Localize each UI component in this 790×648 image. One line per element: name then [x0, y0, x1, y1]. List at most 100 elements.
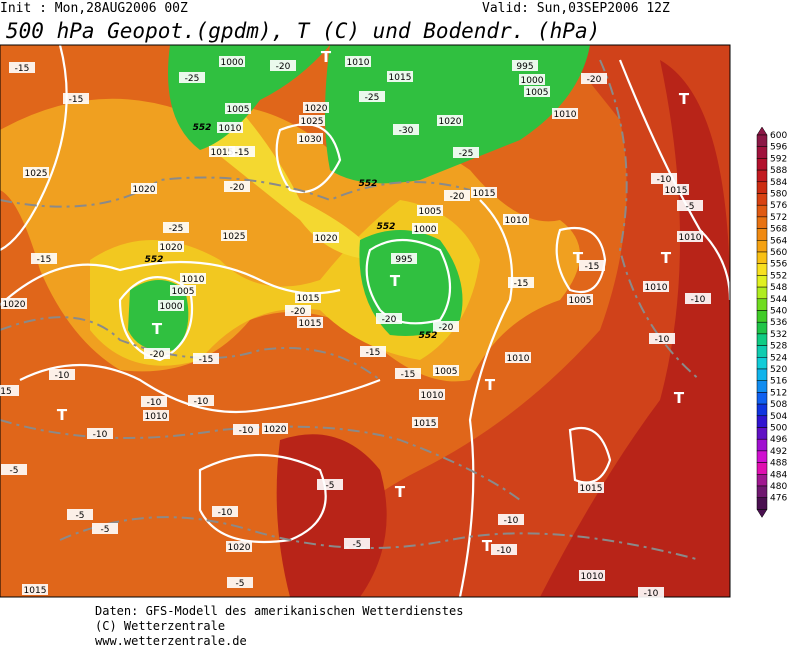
label-box: [581, 73, 607, 84]
label-box: [219, 56, 245, 67]
colorbar: 6005965925885845805765725685645605565525…: [756, 126, 787, 518]
label-box: [49, 369, 75, 380]
contour-label: 1010: [219, 124, 242, 134]
colorbar-swatch: [756, 298, 768, 311]
contour-label: -10: [655, 335, 670, 345]
colorbar-label: 496: [770, 435, 787, 445]
colorbar-swatch: [756, 158, 768, 171]
footer-line: www.wetterzentrale.de: [95, 634, 247, 648]
pressure-center: T: [573, 249, 584, 267]
contour-label: 1010: [421, 391, 444, 401]
label-box: [299, 115, 325, 126]
colorbar-swatch: [756, 204, 768, 218]
contour-label: -10: [504, 516, 519, 526]
colorbar-label: 476: [770, 494, 787, 504]
colorbar-label: 484: [770, 470, 787, 480]
label-box: [391, 253, 417, 264]
label-box: [67, 509, 93, 520]
label-box: [433, 365, 459, 376]
contour-label: -20: [291, 307, 306, 317]
label-box: [141, 396, 167, 407]
colorbar-label: 528: [770, 342, 787, 352]
label-box: [229, 146, 255, 157]
label-box: [519, 74, 545, 85]
label-box: [180, 273, 206, 284]
pressure-center: T: [57, 406, 68, 424]
label-box: [131, 183, 157, 194]
pressure-center: T: [321, 48, 332, 66]
label-box: [651, 173, 677, 184]
colorbar-label: 572: [770, 213, 787, 223]
contour-label: -20: [439, 323, 454, 333]
colorbar-label: 512: [770, 388, 787, 398]
pressure-center: T: [482, 537, 493, 555]
contour-label: 15: [0, 387, 11, 397]
label-box: [285, 305, 311, 316]
contour-label: -20: [230, 183, 245, 193]
contour-label: -10: [691, 295, 706, 305]
contour-label: 1020: [305, 104, 328, 114]
label-box: [419, 389, 445, 400]
label-box: [471, 187, 497, 198]
footer-line: (C) Wetterzentrale: [95, 619, 225, 633]
label-box: [227, 577, 253, 588]
contour-label: -15: [15, 64, 30, 74]
label-box: [226, 541, 252, 552]
colorbar-cap: [756, 126, 768, 136]
label-box: [393, 124, 419, 135]
label-box: [303, 102, 329, 113]
contour-label: -15: [366, 348, 381, 358]
contour-label: 1010: [507, 354, 530, 364]
label-box: [359, 91, 385, 102]
label-box: [22, 584, 48, 595]
label-box: [1, 464, 27, 475]
pressure-center: T: [674, 389, 685, 407]
label-box: [212, 506, 238, 517]
colorbar-swatch: [756, 275, 768, 288]
label-box: [453, 147, 479, 158]
pressure-center: T: [152, 320, 163, 338]
label-box: [491, 544, 517, 555]
colorbar-label: 556: [770, 260, 787, 270]
contour-label: 1025: [25, 169, 48, 179]
colorbar-label: 580: [770, 190, 787, 200]
contour-label: 1015: [211, 148, 234, 158]
contour-label: 1000: [414, 225, 437, 235]
label-box: [498, 514, 524, 525]
contour-label: 1010: [347, 58, 370, 68]
contour-label: 1005: [569, 296, 592, 306]
colorbar-swatch: [756, 310, 768, 323]
colorbar-swatch: [756, 193, 768, 206]
colorbar-swatch: [756, 357, 768, 370]
label-box: [579, 260, 605, 271]
contour-label: 1015: [414, 419, 437, 429]
colorbar-swatch: [756, 251, 768, 264]
footer-line: Daten: GFS-Modell des amerikanischen Wet…: [95, 604, 463, 618]
label-box: [9, 62, 35, 73]
label-box: [552, 108, 578, 119]
colorbar-swatch: [756, 263, 768, 276]
contour-label: -10: [147, 398, 162, 408]
colorbar-swatch: [756, 415, 768, 428]
contour-label: -20: [382, 315, 397, 325]
colorbar-swatch: [756, 169, 768, 183]
label-box: [677, 231, 703, 242]
colorbar-label: 588: [770, 166, 787, 176]
label-box: [297, 317, 323, 328]
colorbar-label: 592: [770, 154, 787, 164]
colorbar-swatch: [756, 392, 768, 405]
label-box: [437, 115, 463, 126]
thickness-label: 552: [419, 331, 438, 341]
colorbar-swatch: [756, 497, 768, 510]
colorbar-label: 500: [770, 424, 787, 434]
contour-label: 1010: [554, 110, 577, 120]
contour-label: 1020: [133, 185, 156, 195]
contour-label: 1030: [299, 135, 322, 145]
label-box: [643, 281, 669, 292]
contour-label: -10: [239, 426, 254, 436]
label-box: [417, 205, 443, 216]
label-box: [505, 352, 531, 363]
contour-label: 1010: [145, 412, 168, 422]
colorbar-swatch: [756, 450, 768, 463]
